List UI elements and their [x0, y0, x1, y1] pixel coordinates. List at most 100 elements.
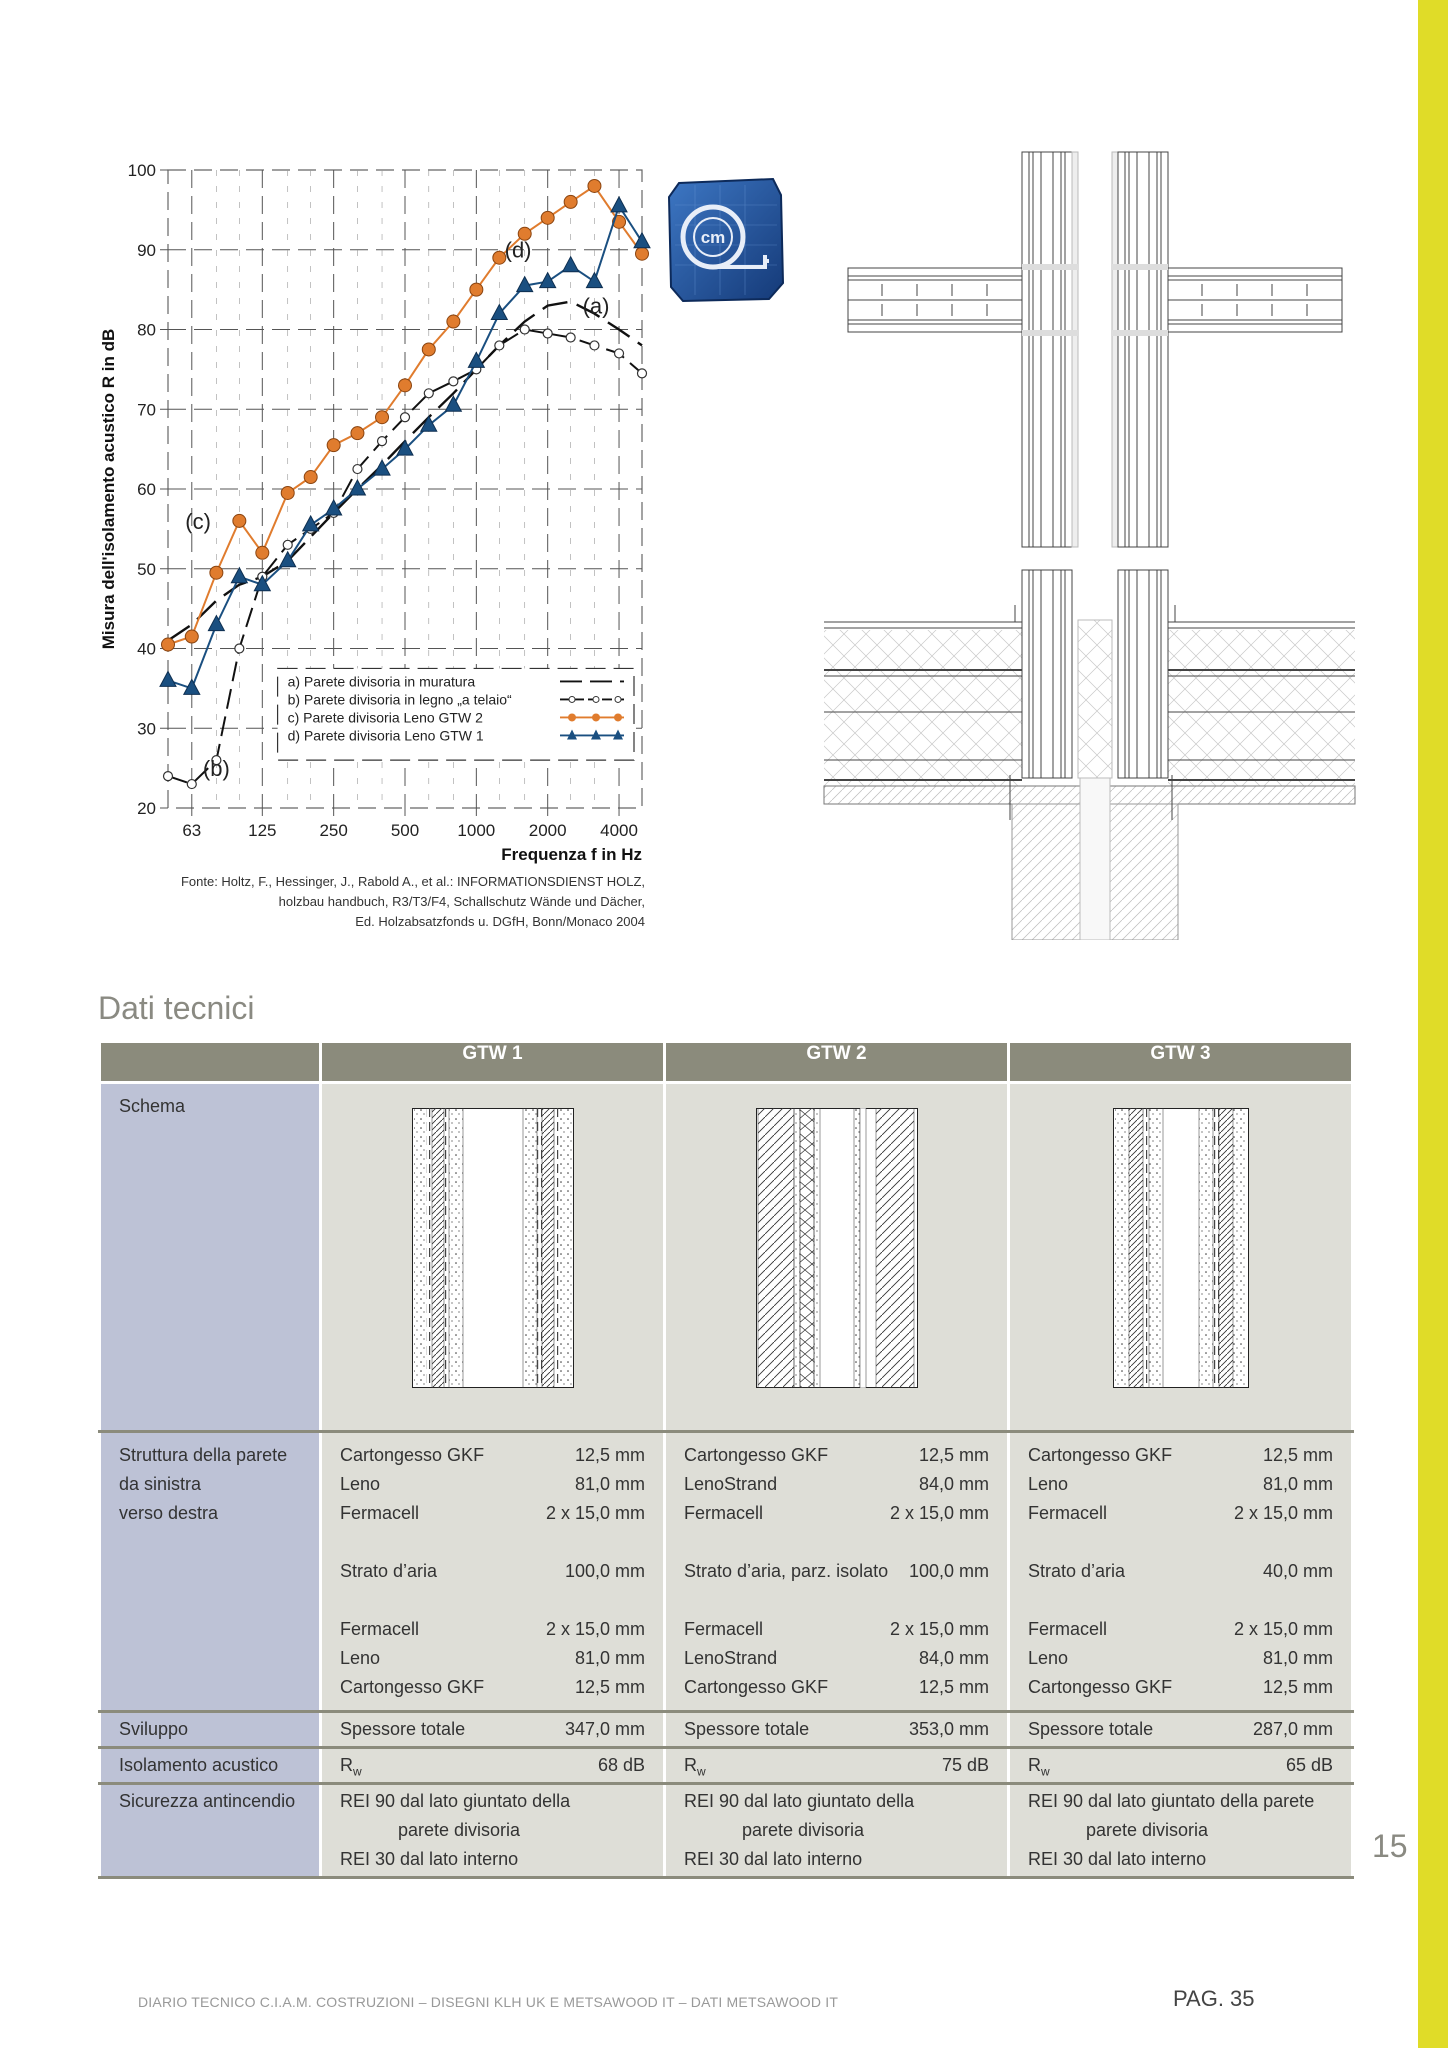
data-point	[561, 255, 580, 273]
layer-name: Cartongesso GKF	[1028, 1445, 1173, 1465]
legend-entry: b) Parete divisoria in legno „a telaio“	[288, 691, 512, 707]
layer-value: 2 x 15,0 mm	[545, 1503, 645, 1523]
fire-line: REI 90 dal lato giuntato della	[684, 1791, 915, 1811]
fire-line: REI 30 dal lato interno	[1028, 1849, 1207, 1869]
header-gtw3: GTW 3	[1007, 1040, 1354, 1084]
data-point	[492, 250, 507, 265]
data-point	[211, 755, 222, 766]
series-annotation: (c)	[185, 509, 211, 534]
layer-name: Leno	[340, 1648, 381, 1668]
data-point	[494, 340, 505, 351]
layer-name: Leno	[340, 1474, 381, 1494]
data-point	[633, 231, 651, 249]
legend-swatch-marker	[592, 695, 600, 703]
layer-value: 81,0 mm	[1262, 1474, 1333, 1494]
layer-value: 100,0 mm	[564, 1561, 645, 1581]
layer-row: Cartongesso GKF 12,5 mm	[340, 1441, 645, 1470]
layer-row: LenoStrand 84,0 mm	[684, 1644, 989, 1673]
data-point	[448, 376, 459, 387]
data-point	[540, 210, 555, 225]
layer-name: Fermacell	[684, 1619, 764, 1639]
rw-label: Rw	[684, 1755, 706, 1779]
data-point	[255, 545, 270, 560]
data-point	[490, 303, 509, 321]
data-point	[613, 348, 625, 359]
layer-name: Fermacell	[1028, 1503, 1108, 1523]
layer-value: 12,5 mm	[918, 1445, 989, 1465]
data-point	[350, 426, 365, 441]
data-point	[517, 226, 532, 241]
rw-label: Rw	[340, 1755, 362, 1779]
data-point	[423, 388, 434, 399]
data-point	[278, 550, 297, 568]
legend-swatch-marker	[567, 729, 577, 740]
layer-row: Cartongesso GKF 12,5 mm	[684, 1673, 989, 1702]
layer-row: Fermacell 2 x 15,0 mm	[684, 1615, 989, 1644]
y-tick-label: 20	[137, 799, 156, 818]
page-number: 15	[1372, 1828, 1408, 1864]
sviluppo-label: Spessore totale	[684, 1719, 810, 1739]
data-point	[419, 415, 438, 432]
data-point	[162, 770, 174, 782]
x-tick-label: 63	[182, 821, 201, 840]
x-tick-label: 250	[319, 821, 347, 840]
row-schema: Schema	[98, 1081, 1354, 1433]
data-point	[182, 678, 201, 695]
isolamento-gtw3: Rw 65 dB	[1007, 1746, 1354, 1785]
rw-label: Rw	[1028, 1755, 1050, 1779]
tape-measure-icon[interactable]: cm	[665, 175, 787, 305]
data-point	[565, 332, 576, 343]
y-tick-label: 100	[128, 161, 156, 180]
data-point	[303, 470, 318, 485]
sound-insulation-chart: 20 30 40 50 60 70 80 90 100 63 125 250 500 1000 2000 40…	[99, 161, 651, 864]
data-point	[467, 351, 486, 368]
legend-swatch-marker	[613, 729, 623, 740]
legend-entry: a) Parete divisoria in muratura	[288, 673, 476, 689]
y-tick-label: 50	[137, 560, 156, 579]
table-header-row: GTW 1 GTW 2 GTW 3	[98, 1040, 1354, 1084]
y-tick-label: 40	[137, 640, 156, 659]
data-point	[421, 342, 436, 357]
header-empty	[98, 1040, 322, 1084]
row-label-schema: Schema	[98, 1081, 322, 1433]
layer-name: Cartongesso GKF	[1028, 1677, 1173, 1697]
fire-line: REI 90 dal lato giuntato della parete	[1028, 1791, 1315, 1811]
row-label-line: verso destra	[119, 1503, 219, 1523]
layer-value: 12,5 mm	[1262, 1677, 1333, 1697]
sviluppo-gtw3: Spessore totale 287,0 mm	[1007, 1710, 1354, 1749]
sviluppo-gtw2: Spessore totale 353,0 mm	[663, 1710, 1010, 1749]
row-label-sicurezza: Sicurezza antincendio	[98, 1782, 322, 1879]
fire-line: parete divisoria	[742, 1820, 865, 1840]
layer-name: Cartongesso GKF	[684, 1677, 829, 1697]
y-tick-label: 80	[137, 321, 156, 340]
data-point	[159, 670, 177, 687]
data-point	[207, 614, 226, 632]
rw-value: 75 dB	[941, 1755, 989, 1775]
layer-value: 12,5 mm	[918, 1677, 989, 1697]
struttura-gtw2: Cartongesso GKF 12,5 mm LenoStrand 84,0 mm…	[663, 1430, 1010, 1713]
fire-gtw1: REI 90 dal lato giuntato della parete di…	[319, 1782, 666, 1879]
legend-swatch-marker	[568, 695, 576, 703]
section-view	[823, 569, 1356, 940]
layer-value: 12,5 mm	[574, 1677, 645, 1697]
legend-swatch-marker	[614, 695, 622, 703]
fire-line: parete divisoria	[1086, 1820, 1209, 1840]
wall-schema-gtw2	[755, 1108, 918, 1388]
sviluppo-value: 347,0 mm	[564, 1719, 645, 1739]
y-tick-label: 60	[137, 480, 156, 499]
legend-swatch-marker	[591, 729, 601, 740]
layer-value: 81,0 mm	[1262, 1648, 1333, 1668]
data-point	[326, 438, 341, 453]
layer-name: Cartongesso GKF	[340, 1445, 485, 1465]
layer-row: Cartongesso GKF 12,5 mm	[1028, 1441, 1333, 1470]
header-gtw1: GTW 1	[319, 1040, 666, 1084]
isolamento-gtw2: Rw 75 dB	[663, 1746, 1010, 1785]
data-point	[610, 195, 628, 213]
data-point	[376, 436, 388, 447]
layer-name: Fermacell	[684, 1503, 764, 1523]
layer-value: 2 x 15,0 mm	[545, 1619, 645, 1639]
legend-entry: c) Parete divisoria Leno GTW 2	[288, 709, 484, 725]
layer-name: Leno	[1028, 1474, 1069, 1494]
fire-line: parete divisoria	[398, 1820, 521, 1840]
data-point	[538, 271, 557, 289]
